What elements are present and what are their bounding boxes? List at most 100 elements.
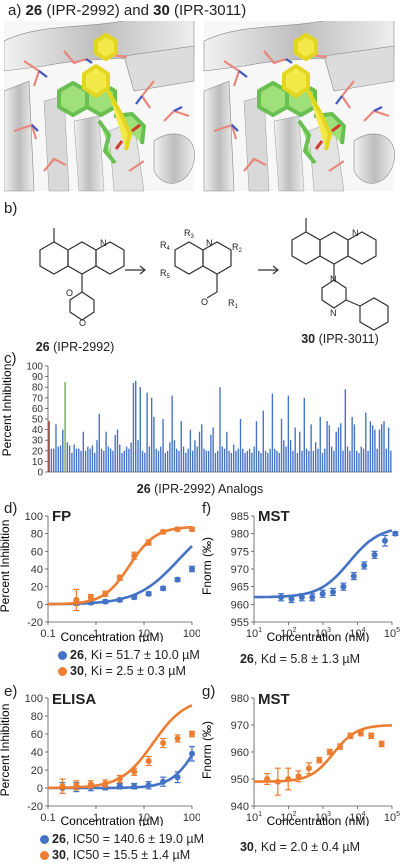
- bar: [135, 380, 137, 472]
- x-tick-label: 10: [138, 812, 150, 824]
- bar: [182, 446, 185, 472]
- bar: [78, 448, 80, 472]
- bar: [219, 387, 221, 472]
- legend-dot-blue: [58, 651, 67, 661]
- y-tick-label: 100: [26, 362, 43, 373]
- data-point-blue: [174, 774, 181, 781]
- bar: [75, 448, 78, 472]
- bar: [303, 397, 305, 472]
- bar: [269, 448, 271, 472]
- data-point-blue: [160, 778, 167, 785]
- data-point-orange: [145, 539, 152, 546]
- y-tick-label: 20: [31, 765, 43, 777]
- panel-c-ylabel: Percent Inhibition: [0, 364, 14, 457]
- bar: [221, 446, 223, 472]
- bar: [251, 452, 253, 472]
- y-tick-label: 940: [231, 801, 249, 813]
- legend-dot-blue: [40, 835, 49, 845]
- data-point-orange: [131, 768, 138, 775]
- fp-dose-response-chart: Percent Inhibition Concentration (µM) -2…: [0, 511, 200, 642]
- data-point-blue: [160, 585, 167, 592]
- panel-g-assay: MST: [258, 691, 290, 708]
- x-tick-label: 100: [183, 812, 200, 824]
- x-tick-label: 102: [280, 811, 296, 824]
- bar: [260, 452, 262, 472]
- bar: [226, 431, 228, 472]
- bar: [98, 413, 100, 472]
- bar: [100, 448, 103, 472]
- y-tick-label: 40: [32, 425, 44, 436]
- bar: [278, 452, 280, 472]
- y-tick-label: 980: [231, 693, 249, 705]
- data-point-orange: [368, 732, 375, 739]
- bar: [187, 448, 189, 472]
- data-point-orange: [87, 781, 94, 788]
- panel-f-label: f): [202, 500, 212, 517]
- bar: [189, 429, 192, 472]
- bar: [166, 450, 169, 472]
- bar: [285, 446, 287, 472]
- panel-d-legend-30: 30, Ki = 2.5 ± 0.3 µM: [58, 664, 186, 678]
- bar: [62, 429, 64, 472]
- bar: [253, 446, 255, 472]
- bar: [137, 440, 139, 472]
- x-tick-label: 105: [384, 811, 400, 824]
- bar: [114, 434, 116, 472]
- data-point-blue: [340, 583, 347, 590]
- bar: [164, 452, 167, 472]
- elisa-dose-response-chart: Percent Inhibition Concentration (µM) -2…: [0, 693, 200, 826]
- y-tick-label: 955: [231, 617, 249, 629]
- panel-e-label: e): [4, 683, 18, 700]
- panel-a-label: a) 26 (IPR-2992) and 30 (IPR-3011): [8, 2, 247, 19]
- data-point-blue: [392, 530, 399, 537]
- data-point-orange: [316, 757, 323, 764]
- bar: [378, 429, 381, 472]
- bar: [80, 450, 82, 472]
- bar: [342, 450, 344, 472]
- y-tick-label: 20: [32, 446, 44, 457]
- panel-g-ylabel: Fnorm (‰): [200, 721, 214, 779]
- y-tick-label: 985: [231, 511, 249, 523]
- bar: [207, 450, 210, 472]
- bar: [203, 448, 205, 472]
- atom-o-26: O: [66, 288, 73, 298]
- y-tick-label: 60: [32, 404, 44, 415]
- data-point-orange: [160, 528, 167, 535]
- bar: [160, 446, 162, 472]
- y-tick-label: 960: [231, 747, 249, 759]
- bar: [385, 448, 387, 472]
- data-point-orange: [357, 730, 364, 737]
- bar: [333, 450, 335, 472]
- bar: [310, 424, 312, 472]
- bar: [376, 448, 378, 472]
- atom-n-pip2: N: [330, 308, 337, 318]
- bar: [228, 450, 230, 472]
- bar: [340, 423, 342, 472]
- bar: [326, 421, 328, 472]
- data-point-orange: [116, 776, 123, 782]
- bar: [68, 445, 71, 472]
- y-tick-label: 100: [25, 511, 43, 523]
- data-point-blue: [145, 782, 152, 789]
- y-tick-label: -20: [27, 801, 43, 813]
- bar: [267, 452, 269, 472]
- bar: [53, 448, 55, 472]
- bar: [353, 424, 356, 472]
- bar: [362, 448, 365, 472]
- bar: [128, 448, 130, 472]
- x-tick-label: 105: [384, 627, 400, 640]
- bar: [242, 448, 244, 472]
- y-tick-label: 975: [231, 546, 249, 558]
- bar: [273, 448, 276, 472]
- bar: [296, 452, 299, 472]
- fit-curve-orange: [48, 525, 193, 606]
- atom-n-26: N: [100, 238, 107, 248]
- panel-b-label: b): [4, 200, 18, 217]
- bar: [271, 393, 274, 472]
- panel-f-ylabel: Fnorm (‰): [200, 537, 214, 595]
- y-tick-label: 30: [32, 436, 44, 447]
- y-tick-label: 0: [37, 599, 43, 611]
- data-point-orange: [87, 594, 94, 601]
- bar: [119, 444, 121, 472]
- bar: [390, 450, 392, 472]
